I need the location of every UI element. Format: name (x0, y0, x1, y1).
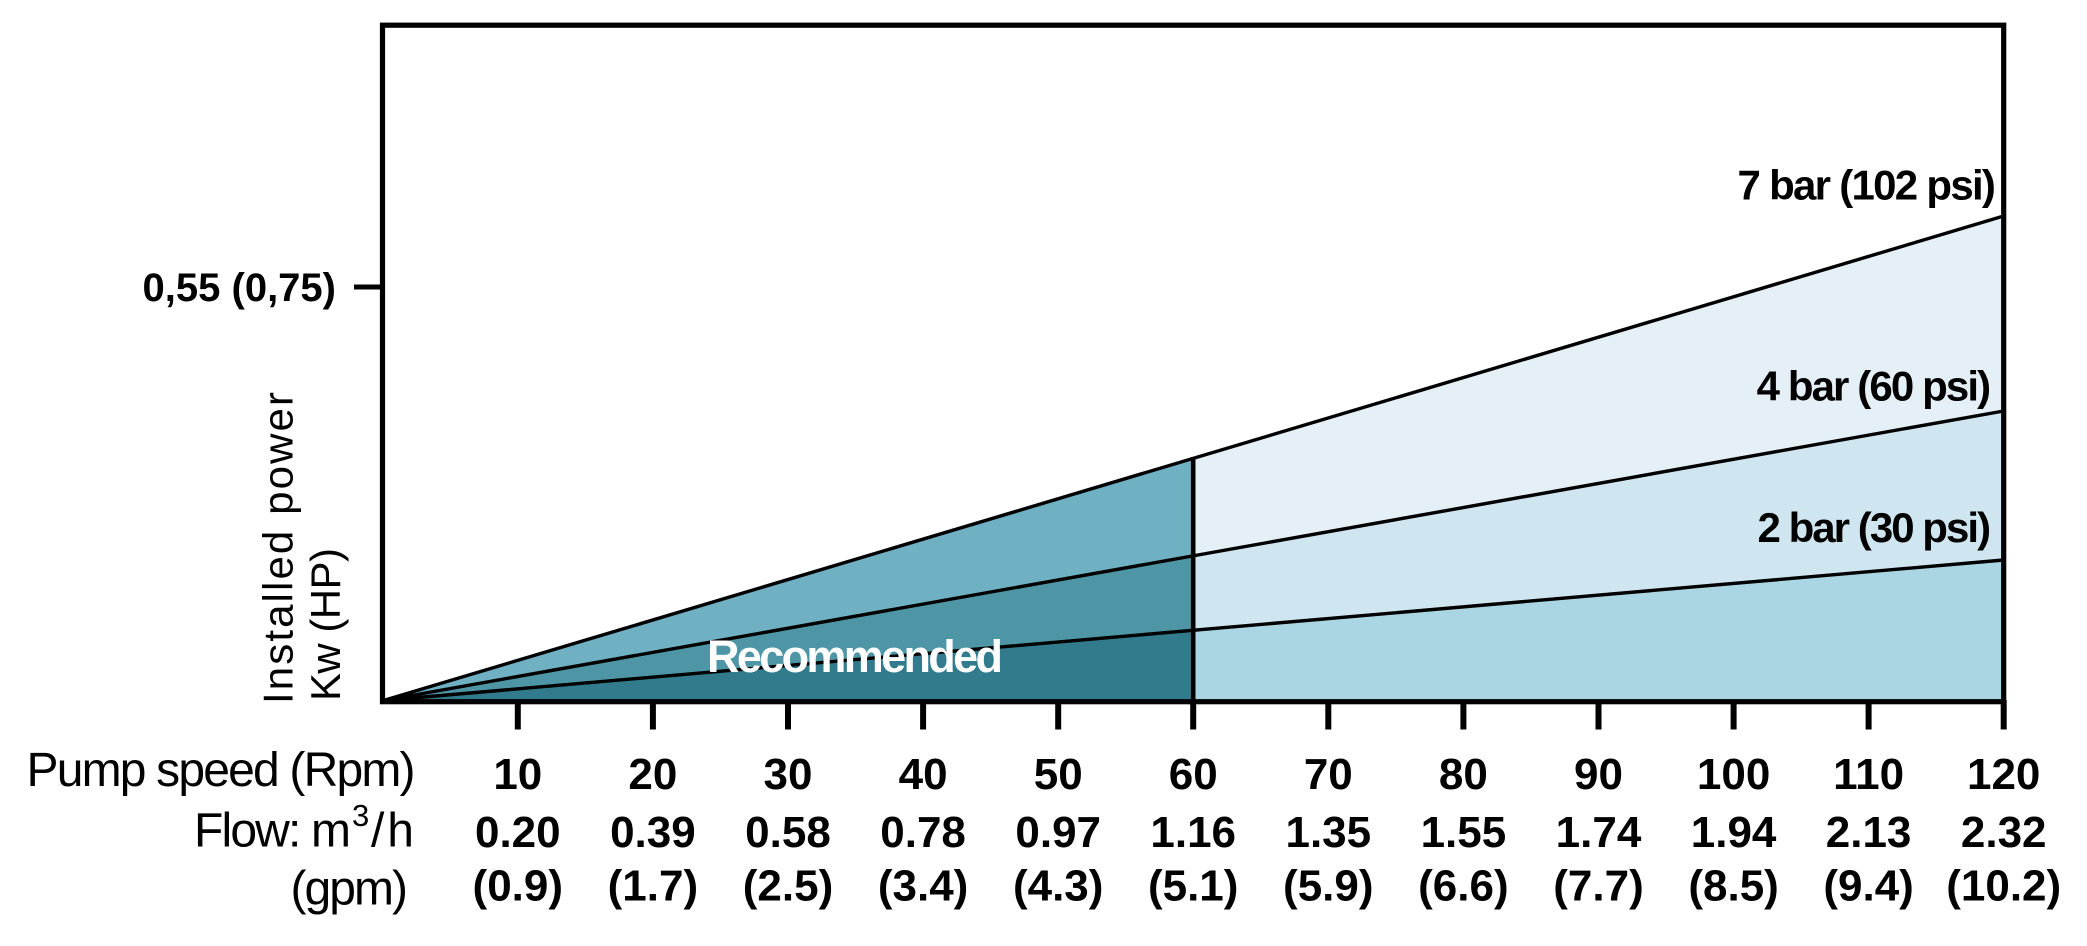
svg-text:1.94: 1.94 (1691, 808, 1777, 857)
svg-text:0.39: 0.39 (610, 808, 696, 857)
svg-text:110: 110 (1833, 750, 1904, 799)
svg-text:0.58: 0.58 (745, 808, 831, 857)
svg-text:Installed power: Installed power (255, 392, 302, 704)
svg-text:80: 80 (1439, 750, 1488, 799)
svg-text:(8.5): (8.5) (1688, 862, 1778, 911)
svg-text:0,55 (0,75): 0,55 (0,75) (143, 266, 336, 310)
svg-text:100: 100 (1697, 750, 1770, 799)
svg-text:(0.9): (0.9) (473, 862, 563, 911)
svg-text:(9.4): (9.4) (1823, 862, 1913, 911)
svg-text:120: 120 (1967, 750, 2040, 799)
svg-text:(1.7): (1.7) (608, 862, 698, 911)
svg-text:0.78: 0.78 (880, 808, 966, 857)
svg-text:0.20: 0.20 (475, 808, 561, 857)
svg-text:1.16: 1.16 (1150, 808, 1236, 857)
svg-text:2.32: 2.32 (1961, 808, 2047, 857)
svg-text:(3.4): (3.4) (878, 862, 968, 911)
svg-text:(10.2): (10.2) (1946, 862, 2061, 911)
svg-text:1.55: 1.55 (1421, 808, 1507, 857)
svg-text:(5.1): (5.1) (1148, 862, 1238, 911)
svg-text:Flow: m: Flow: m (194, 805, 351, 858)
svg-text:70: 70 (1304, 750, 1353, 799)
svg-text:Recommended: Recommended (707, 631, 1003, 682)
svg-text:(2.5): (2.5) (743, 862, 833, 911)
svg-text:(4.3): (4.3) (1013, 862, 1103, 911)
svg-text:1.74: 1.74 (1556, 808, 1642, 857)
svg-text:10: 10 (493, 750, 542, 799)
svg-text:(5.9): (5.9) (1283, 862, 1373, 911)
svg-text:(7.7): (7.7) (1553, 862, 1643, 911)
svg-text:/h: /h (371, 805, 414, 858)
svg-text:(gpm): (gpm) (291, 863, 409, 916)
svg-text:20: 20 (628, 750, 677, 799)
svg-text:90: 90 (1574, 750, 1623, 799)
svg-text:3: 3 (352, 798, 369, 833)
svg-text:40: 40 (899, 750, 948, 799)
svg-text:(6.6): (6.6) (1418, 862, 1508, 911)
svg-text:Kw (HP): Kw (HP) (302, 548, 349, 701)
svg-text:Pump speed (Rpm): Pump speed (Rpm) (27, 744, 416, 797)
svg-text:1.35: 1.35 (1285, 808, 1371, 857)
svg-text:7 bar (102 psi): 7 bar (102 psi) (1738, 161, 1996, 208)
svg-text:30: 30 (764, 750, 813, 799)
svg-text:0.97: 0.97 (1015, 808, 1101, 857)
svg-text:50: 50 (1034, 750, 1083, 799)
svg-text:4 bar (60 psi): 4 bar (60 psi) (1757, 362, 1992, 409)
svg-text:2.13: 2.13 (1826, 808, 1912, 857)
svg-text:2 bar (30 psi): 2 bar (30 psi) (1758, 504, 1992, 551)
svg-text:60: 60 (1169, 750, 1218, 799)
